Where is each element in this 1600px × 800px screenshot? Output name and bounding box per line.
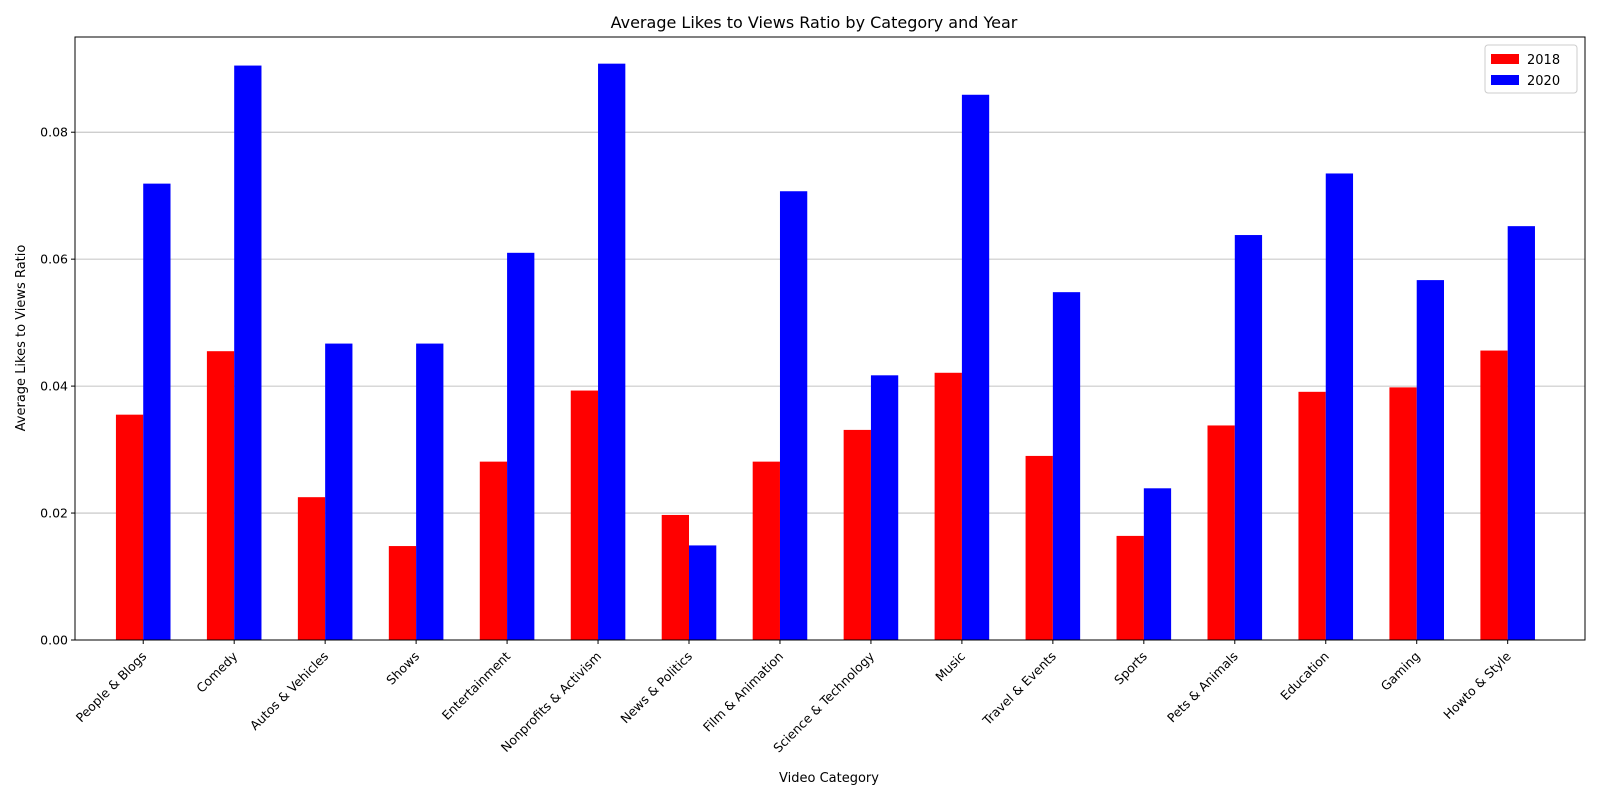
- gridlines: [75, 131, 1585, 514]
- bar-2018-2: [297, 497, 326, 640]
- bar-2018-12: [1207, 425, 1235, 640]
- bar-2020-9: [961, 94, 990, 641]
- bar-2018-13: [1298, 391, 1326, 640]
- bar-2020-0: [143, 183, 171, 640]
- bar-2018-0: [115, 414, 144, 640]
- bar-2020-1: [234, 65, 262, 640]
- bar-2020-14: [1416, 280, 1445, 640]
- y-tick-label: 0.00: [40, 633, 68, 648]
- legend-label-2020: 2020: [1527, 74, 1560, 89]
- x-tick-label: Travel & Events: [979, 649, 1059, 729]
- bar-2018-10: [1025, 455, 1053, 640]
- bar-2018-9: [934, 372, 962, 640]
- x-axis: People & Blogs Comedy Autos & Vehicles Show…: [73, 640, 1514, 755]
- x-tick-label: Music: [932, 648, 968, 684]
- y-tick-label: 0.04: [40, 379, 68, 394]
- x-tick-label: Comedy: [193, 648, 241, 696]
- chart-title: Average Likes to Views Ratio by Category…: [611, 13, 1018, 32]
- bar-2020-10: [1052, 292, 1081, 640]
- bar-2020-12: [1234, 235, 1263, 640]
- x-tick-label: Education: [1277, 649, 1332, 704]
- x-tick-label: Sports: [1111, 649, 1150, 688]
- x-tick-label: Shows: [383, 649, 422, 688]
- plot-frame: [74, 36, 1586, 641]
- legend-swatch-2020: [1491, 75, 1519, 85]
- bar-2020-11: [1143, 488, 1172, 640]
- y-tick-label: 0.06: [40, 252, 68, 267]
- bar-2018-14: [1389, 387, 1417, 640]
- bar-2018-1: [206, 351, 235, 640]
- x-tick-label: Howto & Style: [1440, 648, 1514, 722]
- bars: [115, 63, 1535, 641]
- y-axis: 0.00 0.02 0.04 0.06 0.08: [40, 125, 75, 648]
- bar-2018-15: [1480, 350, 1508, 640]
- bar-2018-4: [479, 461, 508, 640]
- y-tick-label: 0.08: [40, 125, 68, 140]
- bar-2020-5: [598, 63, 626, 641]
- x-tick-label: Pets & Animals: [1164, 649, 1241, 726]
- bar-2020-4: [507, 252, 535, 640]
- x-tick-label: Entertainment: [439, 648, 513, 722]
- bar-2018-6: [661, 514, 690, 640]
- bar-2020-15: [1507, 226, 1535, 640]
- y-tick-label: 0.02: [40, 506, 68, 521]
- bar-2020-2: [325, 343, 353, 640]
- bar-2020-6: [689, 545, 717, 640]
- legend: 2018 2020: [1484, 44, 1578, 94]
- x-tick-label: People & Blogs: [73, 649, 150, 726]
- bar-2018-5: [570, 390, 599, 640]
- x-tick-label: Nonprofits & Activism: [498, 649, 604, 755]
- bar-2018-3: [388, 546, 417, 640]
- x-axis-label: Video Category: [779, 771, 879, 786]
- x-tick-label: Gaming: [1378, 649, 1423, 694]
- bar-2018-8: [843, 429, 871, 640]
- bar-2020-8: [870, 375, 899, 640]
- x-tick-label: Autos & Vehicles: [247, 649, 331, 733]
- legend-label-2018: 2018: [1527, 53, 1560, 68]
- y-axis-label: Average Likes to Views Ratio: [14, 245, 29, 432]
- x-tick-label: News & Politics: [617, 649, 695, 727]
- x-tick-label: Science & Technology: [770, 648, 877, 755]
- bar-2020-13: [1325, 173, 1354, 640]
- legend-swatch-2018: [1491, 54, 1519, 64]
- bar-2018-11: [1116, 535, 1144, 640]
- x-tick-label: Film & Animation: [700, 649, 786, 735]
- bar-2018-7: [752, 461, 780, 640]
- bar-2020-3: [416, 343, 444, 640]
- bar-2020-7: [779, 191, 808, 640]
